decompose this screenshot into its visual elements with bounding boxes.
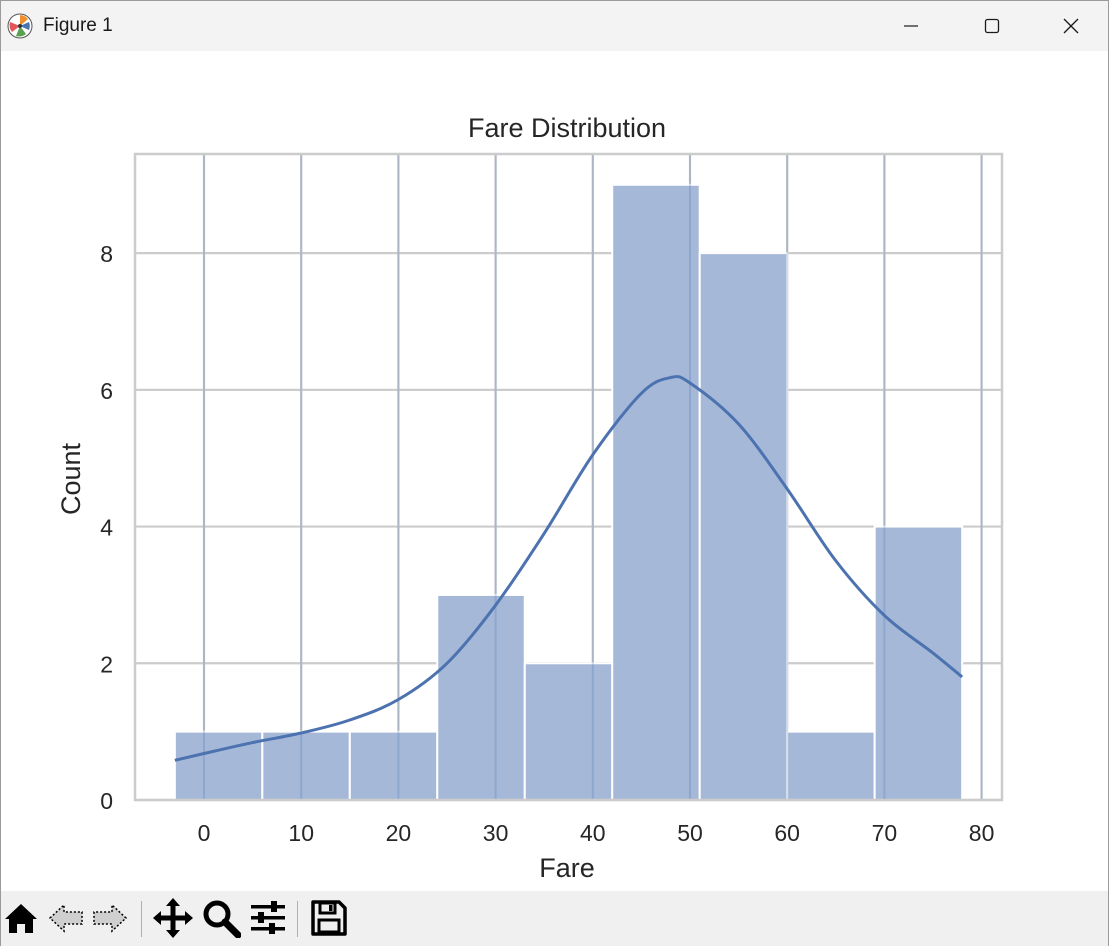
save-button[interactable] <box>307 893 351 943</box>
grid-lines-overlay <box>203 154 983 800</box>
zoom-button[interactable] <box>199 893 243 943</box>
y-tick-label: 0 <box>100 788 113 814</box>
histogram-bars <box>173 183 964 802</box>
pan-button[interactable] <box>151 893 195 943</box>
save-icon <box>311 900 347 936</box>
figure-canvas[interactable]: 0 2 4 6 8 0 10 20 30 40 50 60 70 80 Fare Distribution… <box>1 51 1108 891</box>
x-tick-label: 70 <box>872 820 898 846</box>
navigation-toolbar <box>1 891 1108 946</box>
x-tick-label: 50 <box>677 820 703 846</box>
maximize-button[interactable] <box>952 1 1032 51</box>
maximize-icon <box>984 18 1000 34</box>
x-axis-label: Fare <box>539 853 595 883</box>
x-tick-label: 20 <box>386 820 412 846</box>
configure-subplots-button[interactable] <box>247 893 289 943</box>
y-axis-label: Count <box>56 442 86 515</box>
window-title: Figure 1 <box>43 15 113 36</box>
x-tick-label: 80 <box>969 820 995 846</box>
y-tick-label: 8 <box>100 241 113 267</box>
minimize-button[interactable] <box>871 1 951 51</box>
histogram-bar <box>698 252 789 801</box>
kde-curve <box>174 374 964 762</box>
x-tick-label: 40 <box>580 820 606 846</box>
matplotlib-logo-icon <box>7 13 33 39</box>
y-tick-label: 2 <box>100 651 113 677</box>
configure-subplots-icon <box>251 901 285 934</box>
zoom-icon <box>203 900 241 938</box>
x-tick-label: 60 <box>774 820 800 846</box>
histogram-bar <box>523 662 614 801</box>
axes-frame <box>133 152 1004 802</box>
histogram-bar <box>261 730 351 801</box>
y-tick-label: 6 <box>100 378 113 404</box>
chart-title: Fare Distribution <box>468 113 666 143</box>
minimize-icon <box>904 25 918 27</box>
x-tick-label: 10 <box>288 820 314 846</box>
histogram-bar <box>873 525 964 801</box>
pan-icon <box>153 898 193 938</box>
histogram-bar <box>348 730 439 801</box>
home-icon <box>5 904 37 933</box>
title-bar[interactable]: Figure 1 <box>1 1 1108 51</box>
x-tick-label: 0 <box>198 820 211 846</box>
back-arrow-icon <box>48 903 83 933</box>
close-button[interactable] <box>1033 1 1109 51</box>
x-tick-label: 30 <box>483 820 509 846</box>
home-button[interactable] <box>1 893 41 943</box>
forward-arrow-icon <box>93 903 128 933</box>
toolbar-separator <box>141 901 142 937</box>
y-tick-label: 4 <box>100 515 113 541</box>
forward-button[interactable] <box>89 893 131 943</box>
histogram-bar <box>786 730 876 801</box>
back-button[interactable] <box>45 893 87 943</box>
close-icon <box>1063 18 1079 34</box>
histogram-bar <box>611 183 701 801</box>
toolbar-separator <box>297 901 298 937</box>
